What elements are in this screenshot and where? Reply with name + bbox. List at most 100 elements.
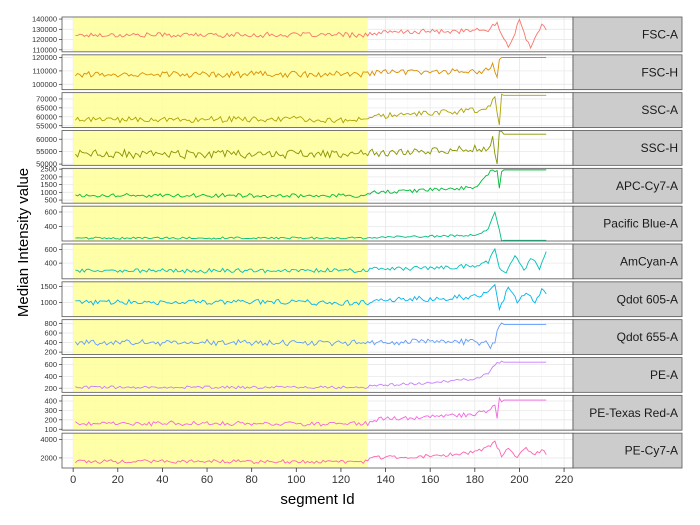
highlight-band (73, 92, 368, 128)
y-tick-label: 600 (44, 329, 57, 338)
y-tick-label: 400 (44, 397, 57, 406)
y-tick-label: 400 (44, 222, 57, 231)
strip-label: SSC-H (641, 141, 678, 155)
series-line (75, 57, 547, 80)
y-tick-label: 400 (44, 338, 57, 347)
strip-label: APC-Cy7-A (616, 179, 678, 193)
x-tick-label: 60 (201, 474, 213, 486)
y-tick-label: 600 (44, 360, 57, 369)
facet-panel: PE-A 600 400 200 (44, 357, 683, 393)
series-line (75, 247, 547, 274)
y-tick-label: 110000 (33, 67, 57, 76)
series-line (75, 93, 547, 126)
x-tick-label: 40 (156, 474, 168, 486)
y-tick-label: 110000 (33, 45, 57, 54)
y-tick-label: 400 (44, 372, 57, 381)
y-tick-label: 55000 (36, 121, 57, 130)
x-tick-label: 20 (112, 474, 124, 486)
strip-label: FSC-H (641, 65, 678, 79)
x-tick-label: 120 (332, 474, 350, 486)
y-tick-label: 1500 (40, 180, 57, 189)
series-line (75, 210, 547, 242)
strip-label: Qdot 605-A (617, 292, 678, 306)
y-tick-label: 60000 (36, 112, 57, 121)
y-tick-label: 120000 (32, 53, 57, 62)
y-tick-label: 1500 (40, 282, 57, 291)
strip-background (572, 92, 683, 128)
y-tick-label: 65000 (36, 103, 57, 112)
y-tick-label: 100 (44, 425, 57, 434)
y-tick-label: 2000 (40, 172, 57, 181)
y-tick-label: 200 (44, 415, 57, 424)
strip-label: PE-A (650, 368, 678, 382)
series-line (75, 130, 547, 165)
series-line (75, 396, 547, 427)
y-tick-label: 300 (44, 406, 57, 415)
strip-background (572, 54, 683, 91)
series-line (75, 169, 547, 199)
y-tick-label: 120000 (32, 35, 57, 44)
y-tick-label: 800 (44, 319, 57, 328)
highlight-band (73, 130, 368, 166)
highlight-band (73, 244, 368, 279)
facet-panel: AmCyan-A 600 400 (44, 243, 683, 280)
highlight-band (73, 54, 368, 90)
highlight-band (73, 357, 368, 393)
x-axis: 0 20 40 60 80 100 120 140 160 180 200 220 (70, 468, 573, 486)
x-tick-label: 180 (466, 474, 484, 486)
y-tick-label: 1000 (40, 188, 57, 197)
y-tick-label: 2500 (40, 165, 57, 174)
highlight-band (73, 319, 368, 355)
highlight-band (73, 281, 368, 317)
y-tick-label: 50000 (36, 160, 57, 169)
x-tick-label: 100 (287, 474, 305, 486)
strip-label: PE-Cy7-A (625, 444, 678, 458)
y-tick-label: 600 (44, 245, 57, 254)
highlight-band (73, 206, 368, 241)
facet-panel: SSC-H 60000 55000 50000 (36, 130, 683, 169)
facet-panel: Pacific Blue-A 600 400 (44, 205, 683, 242)
y-tick-label: 500 (44, 196, 57, 205)
x-tick-label: 160 (421, 474, 439, 486)
y-tick-label: 100000 (32, 80, 57, 89)
x-tick-label: 220 (555, 474, 573, 486)
strip-background (572, 319, 683, 355)
y-tick-label: 200 (44, 384, 57, 393)
strip-background (572, 205, 683, 242)
series-line (75, 360, 547, 390)
strip-background (572, 130, 683, 166)
series-line (75, 322, 547, 350)
x-axis-title: segment Id (280, 491, 354, 508)
x-tick-label: 200 (510, 474, 528, 486)
y-tick-label: 60000 (36, 135, 57, 144)
y-tick-label: 400 (44, 259, 57, 268)
strip-background (572, 167, 683, 204)
facet-panel: Qdot 605-A 1500 1000 (40, 281, 683, 318)
series-line (75, 283, 547, 312)
highlight-band (73, 168, 368, 204)
strip-background (572, 357, 683, 393)
facet-panel: FSC-H 120000 110000 100000 (32, 53, 683, 91)
strip-label: FSC-A (642, 27, 678, 41)
x-tick-label: 0 (70, 474, 76, 486)
y-tick-label: 70000 (36, 95, 57, 104)
y-tick-label: 55000 (36, 147, 57, 156)
strip-label: SSC-A (641, 103, 678, 117)
y-tick-label: 2000 (40, 454, 57, 463)
strip-background (572, 16, 683, 53)
y-tick-label: 130000 (32, 25, 57, 34)
strip-background (572, 281, 683, 318)
y-tick-label: 4000 (40, 435, 57, 444)
y-tick-label: 200 (44, 348, 57, 357)
highlight-band (73, 17, 368, 52)
strip-label: AmCyan-A (620, 254, 678, 268)
strip-label: Qdot 655-A (617, 330, 678, 344)
